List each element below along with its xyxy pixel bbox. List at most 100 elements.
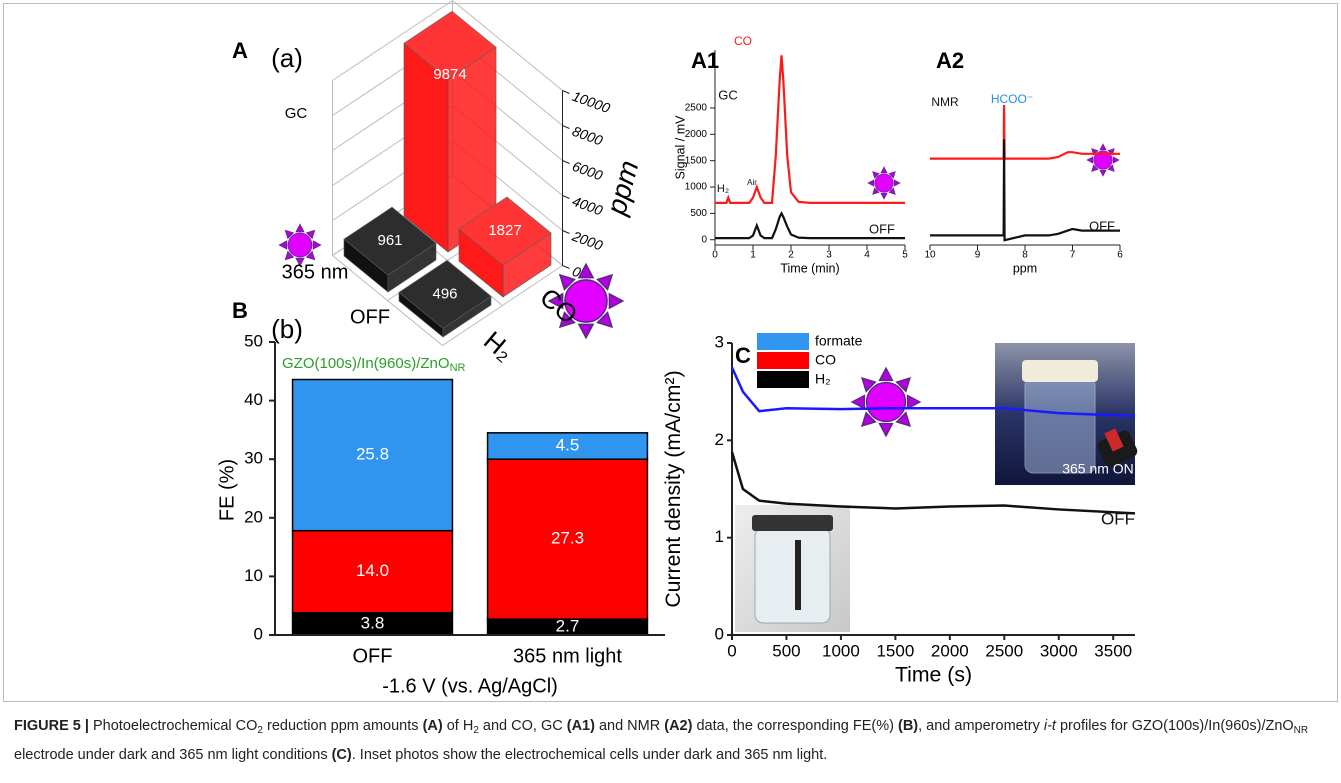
caption-text: i-t: [1044, 718, 1056, 734]
y-axis-label: FE (%): [216, 459, 238, 521]
value-label: 9874: [433, 66, 466, 83]
x-tick-label: 7: [1070, 250, 1076, 261]
annotation: OFF: [1089, 218, 1115, 233]
panel-title: (b): [271, 314, 303, 344]
caption-text: FIGURE 5 |: [14, 718, 89, 734]
z-tick: [563, 91, 570, 94]
caption-text: Photoelectrochemical CO: [89, 718, 257, 734]
z-tick-label: 6000: [570, 158, 605, 184]
z-axis-label: ppm: [600, 157, 644, 219]
x-axis-label: ppm: [1013, 261, 1037, 275]
y-tick-label: 0: [254, 624, 263, 643]
z-tick-label: 8000: [570, 123, 605, 149]
z-tick: [563, 231, 570, 234]
y-tick-label: 3: [715, 332, 724, 351]
y-tick-label: 1: [715, 527, 724, 546]
y-tick-label: 0: [701, 234, 707, 245]
value-label: 4.5: [556, 435, 580, 454]
x-tick-label: 6: [1117, 250, 1123, 261]
caption-text: NR: [1294, 725, 1308, 736]
light-icon: [1087, 144, 1119, 176]
x-tick-label: 10: [924, 250, 936, 261]
row-label: OFF: [350, 306, 390, 328]
legend-label: H₂: [815, 371, 831, 387]
x-tick-label: 2: [788, 250, 794, 261]
x-axis-label: Time (s): [895, 662, 972, 686]
value-label: 25.8: [356, 445, 389, 464]
row-label: 365 nm: [282, 261, 349, 283]
y-tick-label: 40: [244, 390, 263, 409]
x-tick-label: 0: [727, 641, 736, 660]
light-icon: [868, 167, 900, 199]
panel-label: A1: [691, 48, 719, 73]
annotation: CO: [734, 34, 752, 48]
caption-text: of H: [443, 718, 474, 734]
value-label: 496: [432, 285, 457, 302]
caption-text: (B): [898, 718, 918, 734]
annotation-subscript: NR: [450, 362, 466, 374]
inset-photo-dark: [735, 505, 850, 632]
x-tick-label: 3000: [1040, 641, 1078, 660]
value-label: 27.3: [551, 529, 584, 548]
x-tick-label: 8: [1022, 250, 1028, 261]
value-label: 14.0: [356, 561, 389, 580]
light-icon: [279, 224, 320, 265]
caption-text: (A): [423, 718, 443, 734]
x-axis-label: Time (min): [780, 261, 839, 275]
column-label: H₂: [478, 325, 519, 367]
x-tick-label: 0: [712, 250, 718, 261]
legend-swatch: [757, 352, 809, 369]
value-label: 3.8: [361, 613, 385, 632]
y-tick-label: 50: [244, 331, 263, 350]
x-tick-label: 2000: [931, 641, 969, 660]
x-tick-label: 4: [864, 250, 870, 261]
panel-label: A2: [936, 48, 964, 73]
x-tick-label: 9: [975, 250, 981, 261]
y-tick-label: 2500: [685, 103, 708, 114]
light-icon: [852, 368, 920, 436]
legend-label: CO: [815, 352, 836, 368]
caption-text: (C): [332, 747, 352, 763]
annotation: GC: [718, 87, 738, 102]
x-tick-label: OFF: [353, 645, 393, 667]
panel-label: C: [735, 343, 751, 368]
x-tick-label: 2500: [985, 641, 1023, 660]
y-tick-label: 2000: [685, 129, 708, 140]
value-label: 961: [377, 232, 402, 249]
annotation: GZO(100s)/In(960s)/ZnONR: [282, 355, 466, 374]
value-label: 1827: [488, 222, 521, 239]
annotation: GC: [285, 105, 308, 122]
y-tick-label: 0: [715, 624, 724, 643]
x-tick-label: 365 nm light: [513, 645, 622, 667]
annotation: 365 nm ON: [1062, 461, 1134, 477]
figure: 0200040006000800010000ppm987418279614963…: [0, 0, 1341, 705]
x-tick-label: 3500: [1094, 641, 1132, 660]
z-tick-label: 2000: [569, 227, 605, 253]
legend-label: formate: [815, 333, 863, 349]
y-axis-label: Signal / mV: [673, 115, 687, 180]
z-tick: [563, 266, 570, 269]
x-tick-label: 3: [826, 250, 832, 261]
y-tick-label: 1000: [685, 182, 708, 193]
x-tick-label: 5: [902, 250, 908, 261]
y-tick-label: 2: [715, 430, 724, 449]
figure-caption: FIGURE 5 | Photoelectrochemical CO2 redu…: [14, 714, 1332, 767]
x-axis-label: -1.6 V (vs. Ag/AgCl): [382, 675, 558, 697]
annotation: NMR: [931, 95, 959, 109]
x-tick-label: 500: [772, 641, 800, 660]
z-tick: [563, 161, 570, 164]
caption-text: data, the corresponding FE(%): [692, 718, 898, 734]
caption-text: reduction ppm amounts: [263, 718, 423, 734]
y-tick-label: 30: [244, 449, 263, 468]
panel-label: A: [232, 38, 248, 63]
y-tick-label: 10: [244, 566, 263, 585]
series-line: [930, 105, 1120, 159]
panel-label: B: [232, 298, 248, 323]
legend-swatch: [757, 333, 809, 350]
caption-text: and NMR: [595, 718, 664, 734]
caption-text: (A1): [567, 718, 595, 734]
y-axis-label: Current density (mA/cm²): [661, 370, 685, 607]
panel-title: (a): [271, 43, 303, 73]
caption-text: . Inset photos show the electrochemical …: [352, 747, 828, 763]
x-tick-label: 1: [750, 250, 756, 261]
